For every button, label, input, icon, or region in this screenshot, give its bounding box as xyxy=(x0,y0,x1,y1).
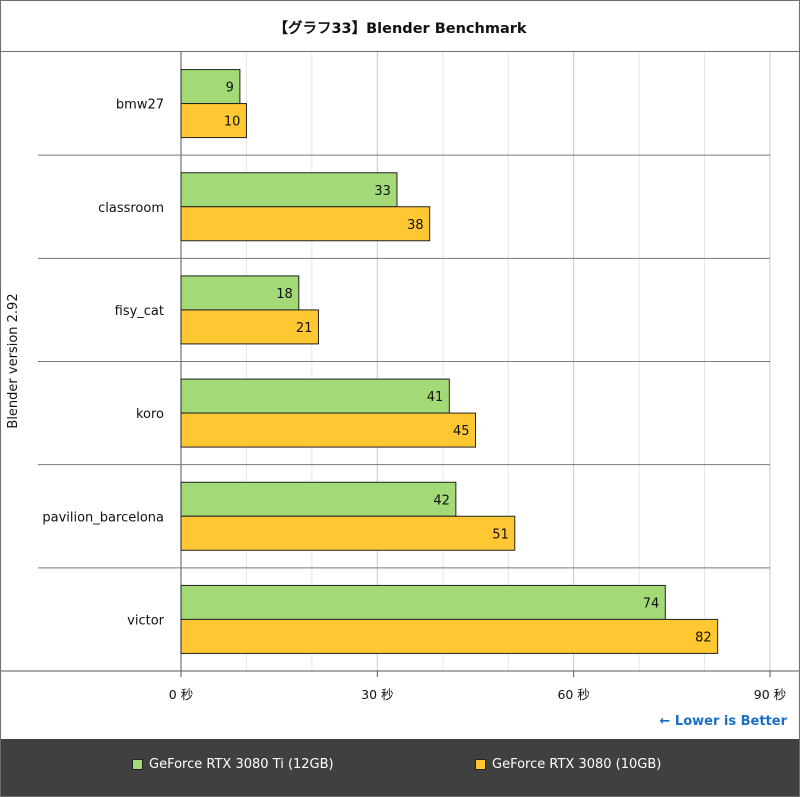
x-tick-label: 90 秒 xyxy=(754,687,786,702)
value-label-classroom-series-0: 33 xyxy=(374,184,391,199)
value-label-koro-series-1: 45 xyxy=(453,424,470,439)
category-label-fisy-cat: fisy_cat xyxy=(115,304,164,319)
value-label-classroom-series-1: 38 xyxy=(407,218,424,233)
bar-classroom-series-1 xyxy=(180,206,431,242)
chart-title: 【グラフ33】Blender Benchmark xyxy=(273,21,527,37)
value-label-fisy-cat-series-0: 18 xyxy=(276,287,293,302)
bar-koro-series-0 xyxy=(180,378,450,414)
category-label-classroom: classroom xyxy=(98,201,164,216)
bar-classroom-series-0 xyxy=(180,172,398,208)
bar-bmw27-series-1 xyxy=(180,103,247,139)
y-axis-title: Blender version 2.92 xyxy=(6,293,21,428)
category-label-victor: victor xyxy=(127,613,165,628)
bar-koro-series-1 xyxy=(180,412,476,448)
legend-swatch-rtx-3080-ti xyxy=(132,759,143,770)
value-label-bmw27-series-0: 9 xyxy=(226,81,234,96)
value-label-bmw27-series-1: 10 xyxy=(224,115,241,130)
legend-label-rtx-3080: GeForce RTX 3080 (10GB) xyxy=(492,757,662,772)
bar-fisy-cat-series-1 xyxy=(180,309,319,345)
value-label-fisy-cat-series-1: 21 xyxy=(296,321,313,336)
category-label-bmw27: bmw27 xyxy=(116,98,164,113)
x-tick-label: 60 秒 xyxy=(557,687,589,702)
lower-is-better-annotation: ← Lower is Better xyxy=(660,714,788,729)
bars-layer xyxy=(180,69,719,654)
value-label-victor-series-0: 74 xyxy=(643,596,660,611)
value-label-victor-series-1: 82 xyxy=(695,630,712,645)
legend-label-rtx-3080-ti: GeForce RTX 3080 Ti (12GB) xyxy=(149,757,334,772)
bar-victor-series-1 xyxy=(180,618,719,654)
value-label-koro-series-0: 41 xyxy=(427,390,444,405)
bar-chart: 0 秒 30 秒 60 秒 90 秒 bmw27 9 10 classroom 33 38 fisy… xyxy=(1,52,799,729)
labels-layer: 0 秒 30 秒 60 秒 90 秒 bmw27 9 10 classroom 33 38 fisy… xyxy=(42,81,786,702)
legend-item-rtx-3080-ti: GeForce RTX 3080 Ti (12GB) xyxy=(132,757,334,772)
bar-fisy-cat-series-0 xyxy=(180,275,300,311)
bar-pavilion-barcelona-series-1 xyxy=(180,515,516,551)
legend-swatch-rtx-3080 xyxy=(475,759,486,770)
value-label-pavilion-barcelona-series-1: 51 xyxy=(492,527,509,542)
bar-victor-series-0 xyxy=(180,584,666,620)
value-label-pavilion-barcelona-series-0: 42 xyxy=(433,493,450,508)
legend: GeForce RTX 3080 Ti (12GB) GeForce RTX 3… xyxy=(1,739,799,796)
grid-layer xyxy=(1,52,799,677)
category-separators xyxy=(38,154,770,569)
category-label-koro: koro xyxy=(136,407,164,422)
legend-item-rtx-3080: GeForce RTX 3080 (10GB) xyxy=(475,757,661,772)
title-bar: 【グラフ33】Blender Benchmark xyxy=(1,1,799,52)
x-tick-label: 30 秒 xyxy=(361,687,393,702)
bar-bmw27-series-0 xyxy=(180,69,241,105)
bar-pavilion-barcelona-series-0 xyxy=(180,481,457,517)
category-label-pavilion-barcelona: pavilion_barcelona xyxy=(42,510,164,525)
x-tick-label: 0 秒 xyxy=(169,687,193,702)
